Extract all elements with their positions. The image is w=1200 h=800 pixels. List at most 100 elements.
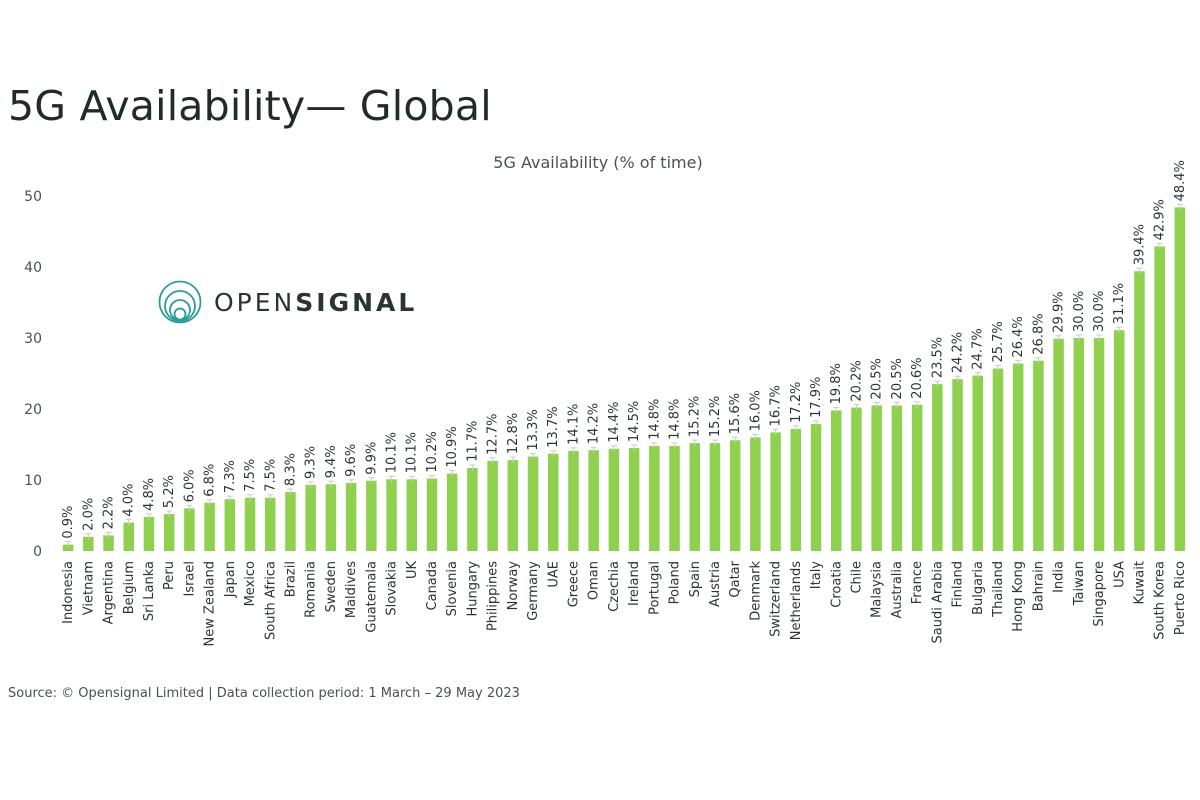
error-bar [610, 445, 617, 452]
error-bar [1116, 326, 1123, 334]
x-tick-label: Canada [425, 561, 440, 610]
error-bar [368, 477, 375, 484]
data-label: 15.2% [688, 396, 703, 437]
error-bar [833, 406, 840, 414]
data-label: 24.7% [971, 328, 986, 369]
error-bar [388, 475, 395, 483]
data-label: 31.1% [1112, 283, 1127, 324]
data-label: 24.2% [951, 332, 966, 373]
x-tick-label: Bahrain [1031, 561, 1046, 611]
logo-wordmark: OPENSIGNAL [214, 288, 417, 317]
bar [669, 445, 680, 551]
bar [1053, 338, 1064, 551]
error-bar [327, 480, 334, 488]
x-tick-label: Czechia [607, 561, 622, 612]
error-bar [267, 494, 274, 501]
error-bar [813, 420, 820, 427]
bar [851, 407, 862, 551]
bar [891, 405, 903, 551]
error-bar [691, 439, 698, 447]
x-axis-labels: Indonesia Vietnam Argentina Belgium Sri Lank… [61, 560, 1188, 646]
data-label: 15.6% [728, 393, 743, 434]
data-label: 30.0% [1072, 291, 1087, 332]
data-label: 14.5% [627, 401, 642, 442]
bar [325, 484, 337, 551]
x-tick-label: Slovakia [385, 561, 400, 616]
error-bar [125, 519, 132, 526]
bars [62, 207, 1186, 552]
x-tick-label: Poland [668, 561, 683, 604]
bar [992, 368, 1004, 551]
bar [689, 443, 701, 551]
x-tick-label: Hong Kong [1011, 561, 1026, 632]
data-label: 10.9% [445, 426, 460, 467]
error-bar [1055, 335, 1062, 342]
error-bar [631, 444, 638, 452]
source-text: Source: © Opensignal Limited [8, 686, 205, 701]
data-label: 20.5% [870, 358, 885, 399]
data-label: 12.8% [506, 413, 521, 454]
x-tick-label: Sri Lanka [142, 561, 157, 621]
error-bar [186, 504, 193, 512]
error-bar [206, 499, 213, 506]
x-tick-label: Netherlands [789, 561, 804, 640]
error-bar [307, 481, 314, 488]
error-bar [428, 475, 435, 482]
data-label: 13.7% [546, 406, 561, 447]
x-tick-label: USA [1112, 561, 1127, 588]
page-title: 5G Availability— Global [8, 82, 492, 130]
error-bar [893, 401, 900, 409]
bar [305, 484, 316, 551]
error-bar [873, 401, 880, 409]
bar [264, 497, 276, 551]
bar [507, 460, 519, 551]
x-tick-label: Argentina [102, 561, 117, 624]
data-label: 16.7% [769, 385, 784, 426]
data-label: 42.9% [1153, 199, 1168, 240]
data-label: 17.2% [789, 382, 804, 423]
error-bar [469, 464, 476, 471]
error-bar [1035, 357, 1042, 364]
data-label: 14.2% [587, 403, 602, 444]
data-label: 2.0% [81, 498, 96, 531]
y-tick-label: 30 [24, 331, 42, 347]
error-bar [711, 439, 718, 447]
data-label: 7.3% [223, 460, 238, 493]
data-label: 10.2% [425, 431, 440, 472]
error-bar [449, 470, 456, 477]
data-label: 0.9% [61, 506, 76, 539]
error-bar [590, 446, 597, 454]
data-label: 4.0% [122, 484, 137, 517]
bar [568, 450, 579, 551]
x-tick-label: Sweden [324, 561, 339, 612]
x-tick-label: Kuwait [1132, 561, 1147, 604]
bar [345, 482, 357, 551]
bar [871, 405, 882, 551]
x-tick-label: Vietnam [81, 561, 96, 615]
data-label: 20.6% [910, 357, 925, 398]
source-separator: | [208, 686, 213, 701]
x-tick-label: Finland [951, 561, 966, 607]
data-label: 15.2% [708, 396, 723, 437]
bar [1154, 246, 1165, 551]
data-label: 6.8% [203, 464, 218, 497]
y-tick-label: 0 [33, 544, 42, 560]
data-labels: 0.9% 2.0% 2.2% 4.0% 4.8% 5.2% 6.0% 6.8% 7.3% 7.5%… [61, 160, 1188, 539]
x-tick-label: South Africa [263, 561, 278, 640]
y-tick-label: 40 [24, 260, 42, 276]
bar [83, 536, 94, 551]
data-label: 25.7% [991, 321, 1006, 362]
x-tick-label: Bulgaria [971, 561, 986, 615]
x-tick-label: Greece [566, 561, 581, 607]
bar [204, 502, 215, 551]
data-label: 48.4% [1173, 160, 1188, 201]
data-label: 17.9% [809, 377, 824, 418]
x-tick-label: Austria [708, 561, 723, 607]
x-tick-label: Australia [890, 561, 905, 619]
bar [649, 445, 660, 551]
bar [1073, 338, 1085, 551]
bar [770, 432, 781, 551]
x-tick-label: Germany [526, 561, 541, 621]
error-bar [408, 475, 415, 483]
error-bar [752, 433, 759, 441]
